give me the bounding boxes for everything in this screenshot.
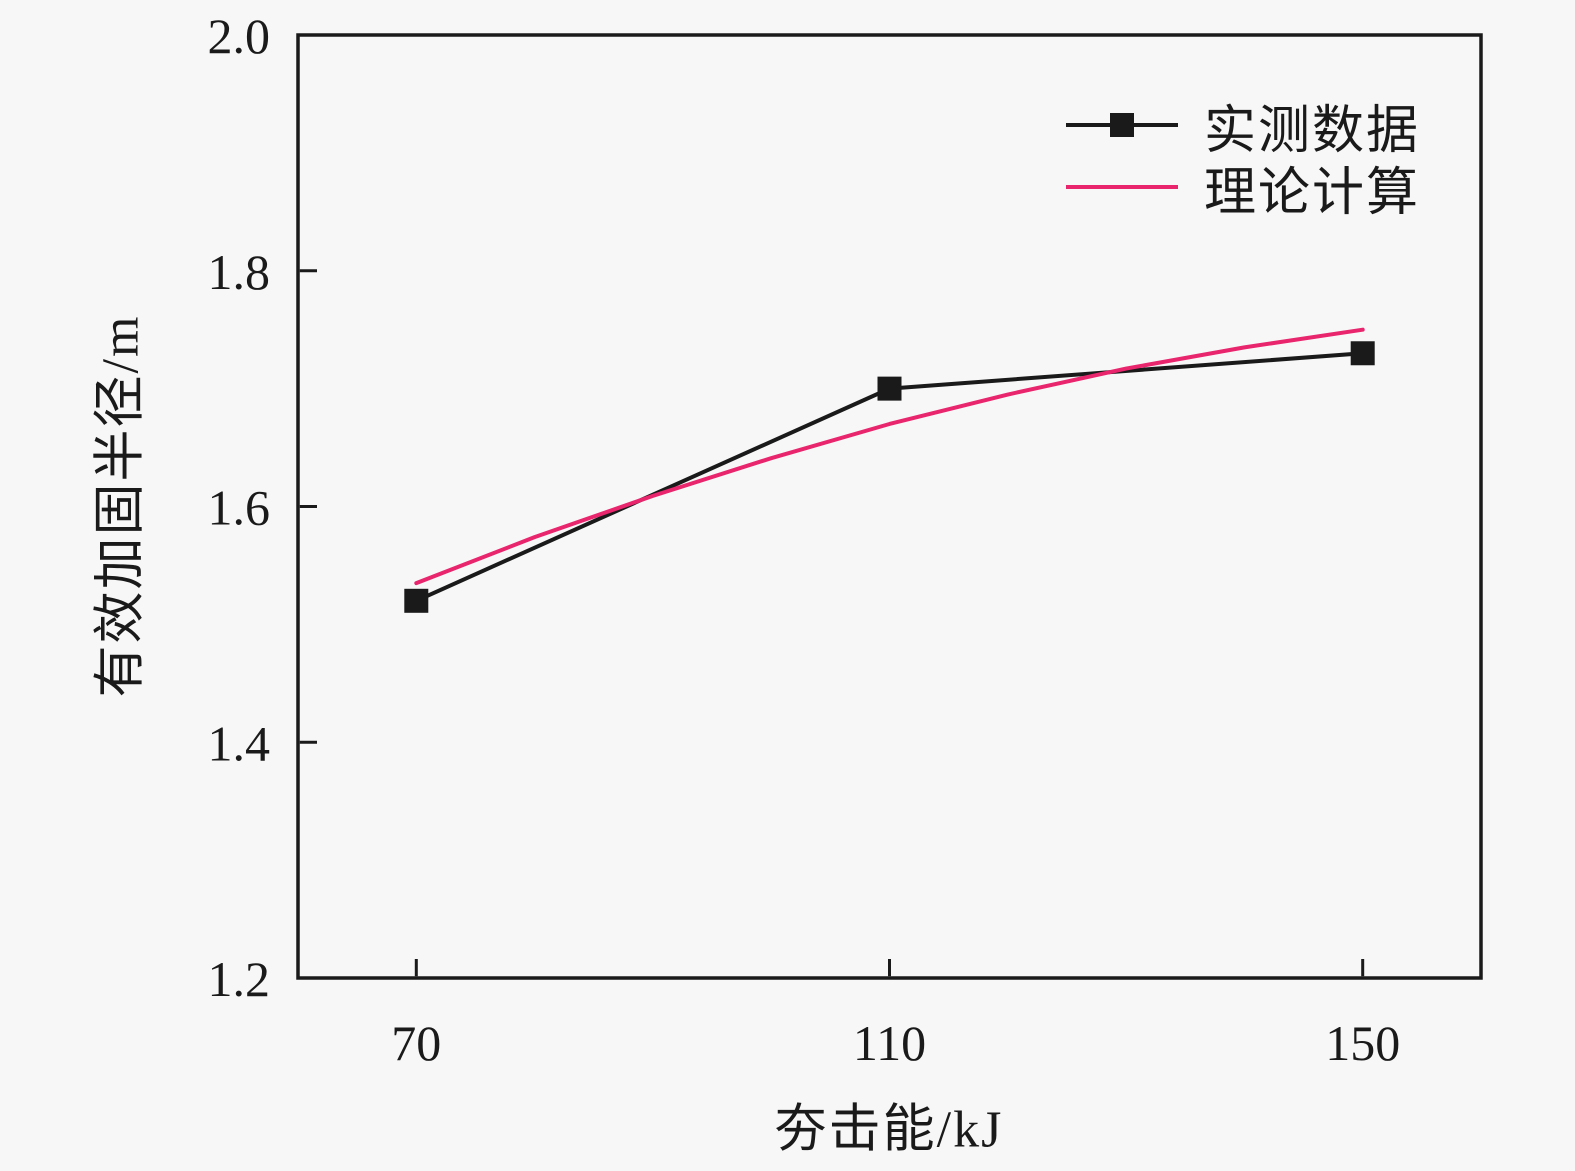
legend-label-theoretical: 理论计算: [1204, 164, 1421, 222]
y-tick-label: 1.6: [208, 480, 271, 536]
theoretical-line-sample: [1066, 174, 1178, 200]
theoretical-line-swatch: [1066, 185, 1178, 189]
y-tick-label: 1.8: [208, 244, 271, 300]
measured-data-marker: [1350, 341, 1375, 366]
x-tick-label: 70: [391, 1015, 441, 1071]
measured-line-sample: [1066, 112, 1178, 138]
y-tick-label: 1.4: [208, 715, 271, 771]
theoretical-series-line: [414, 327, 1365, 586]
legend-item-theoretical: 理论计算: [1066, 156, 1420, 222]
y-axis-title: 有效加固半径/m: [92, 314, 150, 698]
measured-data-marker: [877, 376, 902, 401]
x-tick-label: 150: [1325, 1015, 1400, 1071]
square-marker-icon: [1110, 113, 1134, 137]
plot-frame: [296, 33, 1483, 980]
legend: 实测数据 理论计算: [1066, 94, 1420, 222]
y-tick-label: 1.2: [208, 951, 271, 1007]
legend-label-measured: 实测数据: [1204, 102, 1421, 160]
legend-item-measured: 实测数据: [1066, 94, 1420, 160]
y-tick-label: 2.0: [208, 8, 271, 64]
x-axis-title: 夯击能/kJ: [774, 1101, 1004, 1159]
x-tick-label: 110: [853, 1015, 926, 1071]
measured-data-marker: [404, 588, 429, 613]
